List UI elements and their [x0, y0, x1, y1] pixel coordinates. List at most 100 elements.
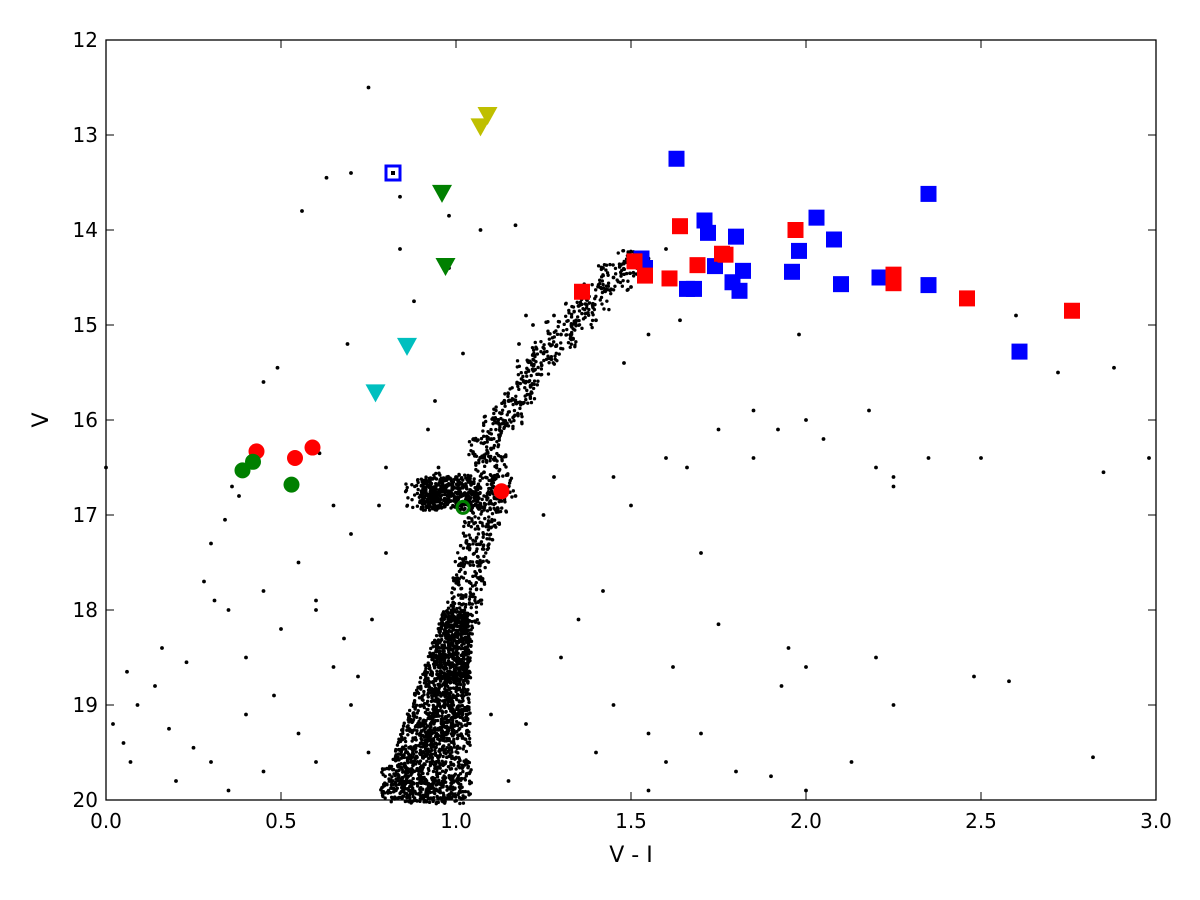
- cluster-star-point: [478, 474, 483, 478]
- cluster-star-point: [404, 482, 408, 486]
- cluster-star-point: [446, 606, 451, 610]
- cluster-star-point: [476, 555, 480, 559]
- cluster-star-point: [410, 483, 414, 487]
- cluster-star-point: [478, 501, 483, 505]
- cluster-star-point: [482, 434, 486, 438]
- cluster-star-point: [455, 736, 460, 741]
- cluster-star-point: [427, 680, 432, 684]
- field-star-point: [279, 627, 283, 631]
- cluster-star-point: [399, 790, 403, 794]
- field-star-point: [769, 774, 773, 779]
- cluster-star-point: [440, 699, 445, 703]
- cluster-star-point: [489, 447, 493, 452]
- cluster-star-point: [428, 749, 432, 754]
- field-star-point: [874, 655, 878, 660]
- cluster-star-point: [473, 574, 478, 578]
- cluster-star-point: [459, 658, 463, 662]
- cluster-star-point: [437, 653, 441, 658]
- cluster-star-point: [381, 789, 386, 794]
- cluster-star-point: [525, 374, 529, 378]
- cluster-star-point: [557, 352, 561, 356]
- cluster-star-point: [455, 652, 459, 657]
- cluster-star-point: [447, 687, 452, 692]
- cluster-star-point: [419, 684, 423, 689]
- cluster-star-point: [385, 790, 390, 794]
- cluster-star-point: [456, 671, 461, 675]
- cluster-star-point: [460, 711, 465, 716]
- cluster-star-point: [473, 620, 478, 624]
- cluster-star-point: [414, 703, 419, 707]
- cluster-star-point: [478, 558, 482, 563]
- cluster-star-point: [421, 750, 426, 755]
- cluster-star-point: [599, 275, 604, 279]
- field-star-point: [734, 769, 738, 774]
- field-star-point: [678, 318, 682, 323]
- cluster-star-point: [425, 743, 429, 747]
- square-marker: [626, 253, 643, 270]
- cluster-star-point: [516, 381, 521, 385]
- square-marker: [689, 257, 706, 274]
- cluster-star-point: [602, 307, 606, 311]
- cluster-star-point: [462, 612, 466, 616]
- cluster-star-point: [427, 684, 431, 689]
- field-star-point: [331, 503, 336, 508]
- cluster-star-point: [457, 762, 461, 767]
- square-marker: [686, 280, 702, 297]
- cluster-star-point: [428, 483, 432, 487]
- cluster-star-point: [438, 734, 443, 738]
- cluster-star-point: [536, 365, 540, 370]
- cluster-star-point: [427, 666, 431, 671]
- cluster-star-point: [440, 674, 445, 679]
- cluster-star-point: [422, 689, 426, 694]
- cluster-star-point: [449, 506, 453, 510]
- cluster-star-point: [473, 515, 477, 519]
- cluster-star-point: [408, 729, 412, 734]
- cluster-star-point: [474, 610, 479, 615]
- cluster-star-point: [434, 707, 438, 711]
- cluster-star-point: [466, 523, 471, 527]
- cluster-star-point: [429, 782, 434, 787]
- cluster-star-point: [526, 380, 531, 384]
- cluster-star-point: [427, 664, 432, 668]
- cluster-star-point: [601, 282, 605, 287]
- cluster-star-point: [468, 792, 472, 796]
- cluster-star-point: [429, 714, 434, 719]
- cluster-star-point: [524, 397, 528, 402]
- field-star-point: [611, 275, 616, 280]
- field-star-point: [331, 665, 336, 669]
- cluster-star-point: [486, 490, 491, 494]
- field-star-point: [874, 465, 878, 470]
- triangle-down-marker: [432, 184, 452, 203]
- cluster-star-point: [487, 542, 491, 546]
- cluster-star-point: [464, 628, 469, 632]
- cluster-star-point: [450, 703, 455, 708]
- cluster-star-point: [564, 301, 568, 306]
- cluster-star-point: [451, 644, 456, 648]
- cluster-star-point: [525, 366, 529, 371]
- cluster-star-point: [467, 669, 471, 674]
- cluster-star-point: [607, 307, 611, 312]
- field-star-point: [426, 427, 430, 432]
- cluster-star-point: [462, 678, 466, 683]
- cluster-star-point: [473, 486, 477, 490]
- cluster-star-point: [409, 760, 413, 764]
- cluster-star-point: [440, 658, 444, 662]
- cluster-star-point: [439, 719, 444, 724]
- cluster-star-point: [596, 284, 600, 289]
- cluster-star-point: [487, 478, 491, 483]
- cluster-star-point: [455, 729, 459, 734]
- cluster-star-point: [424, 673, 428, 677]
- cluster-star-point: [430, 494, 435, 498]
- field-star-point: [275, 365, 280, 370]
- field-star-point: [296, 731, 301, 736]
- field-star-point: [167, 726, 171, 731]
- cluster-star-point: [435, 771, 439, 775]
- cluster-star-point: [479, 602, 484, 606]
- cluster-star-point: [434, 698, 438, 702]
- cluster-star-point: [474, 580, 478, 585]
- square-marker: [808, 209, 825, 226]
- cluster-star-point: [497, 433, 501, 437]
- field-star-point: [779, 684, 784, 688]
- cluster-star-point: [467, 548, 472, 552]
- cluster-star-point: [419, 790, 423, 794]
